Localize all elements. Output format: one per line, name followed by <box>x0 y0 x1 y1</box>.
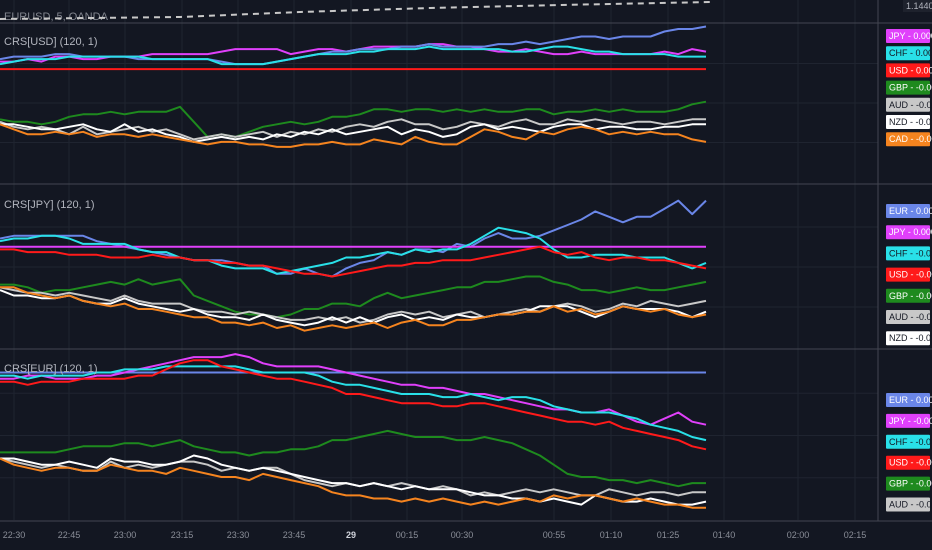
value-badge-usd[interactable]: USD - 0.0000 <box>886 63 932 78</box>
time-tick-label: 23:00 <box>114 530 137 540</box>
value-badge-aud[interactable]: AUD - -0.0027 <box>886 310 932 324</box>
value-badge-nzd[interactable]: NZD - -0.0033 <box>886 331 932 346</box>
time-tick-label: 02:00 <box>787 530 810 540</box>
series-line-chf <box>0 365 707 442</box>
value-badge-text: AUD - -0.0020 <box>889 100 932 110</box>
series-line-cad <box>0 123 707 148</box>
value-badge-chf[interactable]: CHF - -0.0022 <box>886 434 932 449</box>
value-badge-text: CHF - -0.0006 <box>889 248 932 258</box>
value-badge-text: JPY - 0.0000 <box>889 227 932 237</box>
series-line-gbp <box>0 429 706 488</box>
background-grid <box>0 0 932 522</box>
value-badge-usd[interactable]: USD - -0.0025 <box>886 455 932 470</box>
value-badge-text: NZD - -0.0025 <box>889 117 932 127</box>
series-line-cad <box>0 457 706 509</box>
series-line-aud <box>0 118 706 141</box>
series-line-nzd <box>0 123 706 143</box>
panel-title: CRS[JPY] (120, 1) <box>4 199 94 211</box>
time-tick-label: 00:30 <box>451 530 474 540</box>
time-tick-label: 01:40 <box>713 530 736 540</box>
value-badge-text: EUR - 0.0000 <box>889 395 932 405</box>
series-line-chf <box>0 45 706 66</box>
value-badge-gbp[interactable]: GBP - -0.0013 <box>886 80 932 95</box>
value-badge-text: GBP - -0.0020 <box>889 291 932 301</box>
value-badge-text: NZD - -0.0033 <box>889 333 932 343</box>
indicator-panel-1: CRS[USD] (120, 1) JPY - 0.0008 CHF - 0.000… <box>0 25 932 148</box>
price-label-box <box>903 0 932 12</box>
value-badge-aud[interactable]: AUD - -0.0020 <box>886 97 932 112</box>
series-line-gbp <box>0 100 707 138</box>
time-tick-label: 00:15 <box>396 530 419 540</box>
value-badge-text: AUD - -0.0044 <box>889 500 932 510</box>
series-line-aud <box>0 457 706 497</box>
value-badge-text: JPY - -0.0017 <box>889 416 932 426</box>
value-badge-text: USD - 0.0000 <box>889 65 932 75</box>
value-badge-text: CAD - -0.0029 <box>889 134 932 144</box>
series-line-usd <box>0 245 707 278</box>
series-line-jpy <box>0 353 707 426</box>
series-line-nzd <box>0 289 707 327</box>
value-badge-jpy[interactable]: JPY - -0.0017 <box>886 413 932 428</box>
time-tick-label: 22:45 <box>58 530 81 540</box>
value-badge-eur[interactable]: EUR - 0.0000 <box>886 393 932 407</box>
top-strip-title: EURUSD, 5, OANDA <box>4 11 109 23</box>
time-tick-label: 22:30 <box>3 530 26 540</box>
value-badge-chf[interactable]: CHF - -0.0006 <box>886 246 932 261</box>
value-badge-text: USD - -0.0025 <box>889 458 932 468</box>
top-price-strip: EURUSD, 5, OANDA 1.14409 <box>0 0 932 23</box>
value-badge-text: GBP - -0.0013 <box>889 83 932 93</box>
panel-title: CRS[EUR] (120, 1) <box>4 363 98 375</box>
value-badge-cad[interactable]: CAD - -0.0029 <box>886 132 932 147</box>
indicator-panel-3: CRS[EUR] (120, 1) EUR - 0.0000 JPY - -0.00… <box>0 353 932 512</box>
time-tick-label: 00:55 <box>543 530 566 540</box>
value-badge-text: CHF - -0.0022 <box>889 437 932 447</box>
series-line-chf <box>0 226 707 275</box>
time-tick-label: 02:15 <box>844 530 867 540</box>
series-line-eur <box>0 199 707 278</box>
series-line-cad <box>0 286 707 332</box>
value-badge-gbp[interactable]: GBP - -0.0020 <box>886 288 932 303</box>
value-badge-eur[interactable]: EUR - 0.0017 <box>886 204 932 218</box>
value-badge-jpy[interactable]: JPY - 0.0008 <box>886 29 932 43</box>
value-badge-gbp[interactable]: GBP - -0.0037 <box>886 476 932 491</box>
value-badge-nzd[interactable]: NZD - -0.0025 <box>886 115 932 129</box>
value-badge-usd[interactable]: USD - -0.0008 <box>886 267 932 282</box>
value-badge-text: EUR - 0.0017 <box>889 206 932 216</box>
value-badge-aud[interactable]: AUD - -0.0044 <box>886 497 932 512</box>
value-badge-text: JPY - 0.0008 <box>889 31 932 41</box>
time-tick-label: 23:45 <box>283 530 306 540</box>
value-badge-text: GBP - -0.0037 <box>889 479 932 489</box>
series-line-usd <box>0 359 707 451</box>
top-price-line <box>0 1 711 20</box>
value-badge-jpy[interactable]: JPY - 0.0000 <box>886 225 932 240</box>
value-badge-text: USD - -0.0008 <box>889 270 932 280</box>
price-label: 1.14409 <box>906 1 932 11</box>
time-tick-label: 23:15 <box>171 530 194 540</box>
time-tick-label: 01:10 <box>600 530 623 540</box>
indicator-panel-2: CRS[JPY] (120, 1) EUR - 0.0017 JPY - 0.000… <box>0 199 932 346</box>
time-tick-label: 01:25 <box>657 530 680 540</box>
series-line-nzd <box>0 454 707 506</box>
value-badge-text: AUD - -0.0027 <box>889 312 932 322</box>
series-line-gbp <box>0 275 707 319</box>
time-axis[interactable]: 22:30 22:45 23:00 23:15 23:30 23:45 29 00:15 00:… <box>3 530 867 540</box>
time-tick-label: 23:30 <box>227 530 250 540</box>
panel-title: CRS[USD] (120, 1) <box>4 36 98 48</box>
time-tick-label: 29 <box>346 530 356 540</box>
